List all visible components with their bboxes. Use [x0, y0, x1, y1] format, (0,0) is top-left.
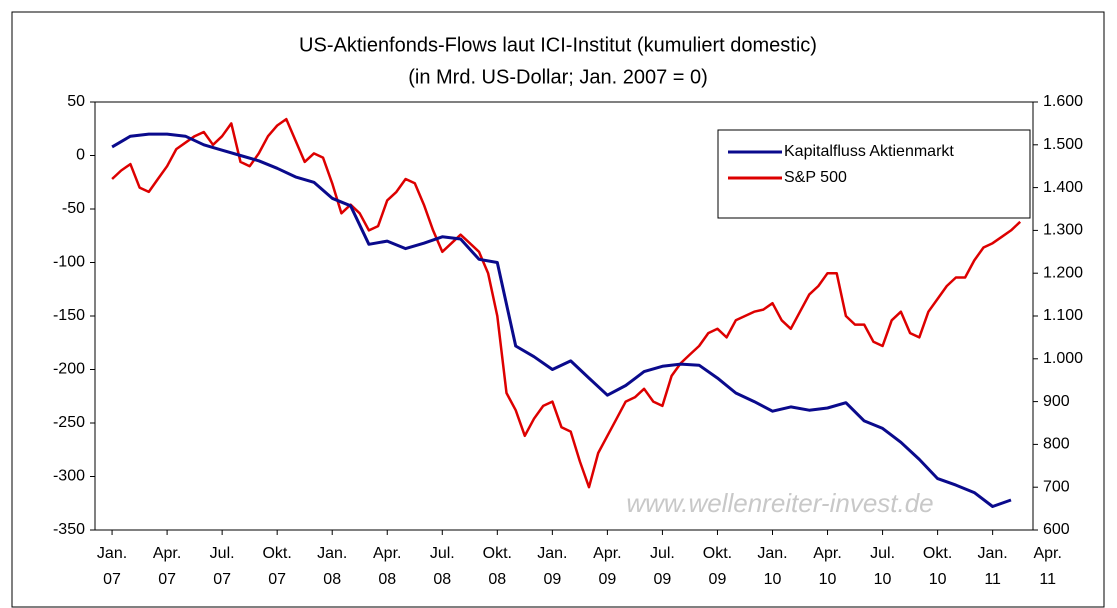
x-tick-label: Apr.: [153, 545, 181, 562]
x-tick-label: 08: [378, 571, 396, 588]
x-tick-label: 10: [929, 571, 947, 588]
x-tick-label: Okt.: [262, 545, 291, 562]
chart-frame: [11, 11, 1105, 608]
x-tick-label: 08: [323, 571, 341, 588]
y2-tick-label: 600: [1043, 521, 1070, 538]
y-tick-label: -250: [53, 414, 85, 431]
y2-tick-label: 700: [1043, 478, 1070, 495]
y2-tick-label: 900: [1043, 393, 1070, 410]
x-tick-label: 08: [433, 571, 451, 588]
series-line: [111, 132, 1012, 508]
series-line: [111, 117, 1022, 489]
watermark: www.wellenreiter-invest.de: [626, 488, 933, 518]
x-tick-label: 07: [103, 571, 121, 588]
x-tick-label: 11: [1039, 571, 1056, 588]
x-tick-label: Apr.: [373, 545, 401, 562]
y-tick-label: 50: [67, 93, 85, 110]
x-tick-label: 09: [543, 571, 561, 588]
x-tick-label: Jan.: [757, 545, 787, 562]
x-tick-label: Jul.: [650, 545, 675, 562]
y2-tick-label: 1.300: [1043, 222, 1083, 239]
x-tick-label: 07: [213, 571, 231, 588]
y-tick-label: -300: [53, 468, 85, 485]
y-tick-label: -200: [53, 361, 85, 378]
x-tick-label: 09: [598, 571, 616, 588]
legend-label: Kapitalfluss Aktienmarkt: [784, 143, 954, 160]
legend-box: [717, 129, 1031, 219]
y2-tick-label: 1.500: [1043, 136, 1083, 153]
x-tick-label: Jan.: [978, 545, 1008, 562]
x-tick-label: Okt.: [483, 545, 512, 562]
x-tick-label: Apr.: [813, 545, 841, 562]
y-tick-label: -150: [53, 307, 85, 324]
x-tick-label: Okt.: [923, 545, 952, 562]
chart-title: US-Aktienfonds-Flows laut ICI-Institut (…: [299, 34, 817, 56]
x-tick-label: 09: [654, 571, 672, 588]
x-tick-label: Apr.: [1033, 545, 1061, 562]
x-tick-label: 10: [764, 571, 782, 588]
y2-tick-label: 1.000: [1043, 350, 1083, 367]
x-tick-label: 11: [984, 571, 1001, 588]
x-tick-label: 07: [158, 571, 176, 588]
y-tick-label: 0: [76, 147, 85, 164]
y-tick-label: -100: [53, 254, 85, 271]
x-tick-label: Jul.: [210, 545, 235, 562]
x-tick-label: Jan.: [317, 545, 347, 562]
y-tick-label: -50: [62, 200, 85, 217]
y2-tick-label: 1.400: [1043, 179, 1083, 196]
x-tick-label: 10: [874, 571, 892, 588]
x-tick-label: Jan.: [537, 545, 567, 562]
x-tick-label: Jan.: [97, 545, 127, 562]
x-tick-label: 10: [819, 571, 837, 588]
chart-subtitle: (in Mrd. US-Dollar; Jan. 2007 = 0): [408, 66, 708, 88]
y2-tick-label: 1.200: [1043, 264, 1083, 281]
y2-tick-label: 800: [1043, 436, 1070, 453]
x-tick-label: Apr.: [593, 545, 621, 562]
y2-tick-label: 1.600: [1043, 93, 1083, 110]
x-tick-label: Jul.: [430, 545, 455, 562]
legend-label: S&P 500: [784, 169, 847, 186]
y2-tick-label: 1.100: [1043, 307, 1083, 324]
x-tick-label: Okt.: [703, 545, 732, 562]
x-tick-label: Jul.: [870, 545, 895, 562]
y-tick-label: -350: [53, 521, 85, 538]
x-tick-label: 09: [709, 571, 727, 588]
x-tick-label: 08: [488, 571, 506, 588]
x-tick-label: 07: [268, 571, 286, 588]
